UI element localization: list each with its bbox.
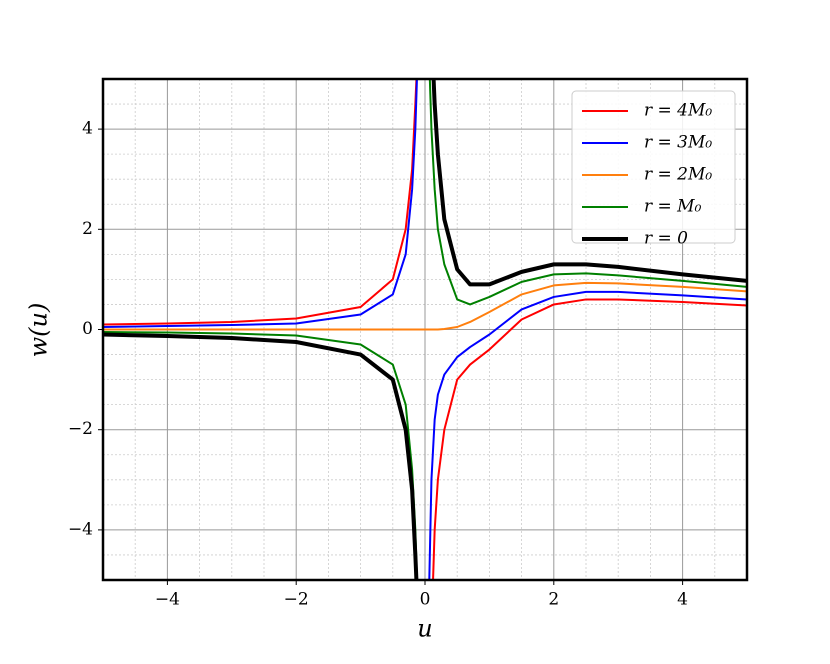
y-tick-label: 4 bbox=[82, 119, 93, 139]
x-tick-label: 4 bbox=[677, 590, 688, 610]
legend-label: r = 3M₀ bbox=[644, 133, 712, 153]
x-tick-label: −4 bbox=[155, 590, 180, 610]
y-tick-label: 2 bbox=[82, 219, 93, 239]
legend-label: r = 2M₀ bbox=[644, 165, 712, 185]
x-tick-label: 0 bbox=[420, 590, 431, 610]
x-axis-label: u bbox=[417, 615, 432, 643]
legend-label: r = 0 bbox=[644, 229, 688, 249]
y-tick-label: 0 bbox=[82, 319, 93, 339]
series-line bbox=[103, 79, 747, 580]
y-axis-label: w(u) bbox=[25, 303, 53, 358]
legend-label: r = 4M₀ bbox=[644, 101, 712, 121]
series-line bbox=[103, 79, 747, 580]
y-tick-label: −2 bbox=[68, 419, 93, 439]
series-line bbox=[103, 79, 747, 580]
x-tick-label: −2 bbox=[284, 590, 309, 610]
legend-box bbox=[571, 90, 736, 244]
series-line bbox=[103, 281, 747, 331]
y-tick-label: −4 bbox=[68, 519, 93, 539]
legend-label: r = M₀ bbox=[644, 197, 702, 217]
plot-lines bbox=[103, 79, 747, 580]
x-tick-label: 2 bbox=[548, 590, 559, 610]
plot-frame bbox=[101, 77, 749, 582]
